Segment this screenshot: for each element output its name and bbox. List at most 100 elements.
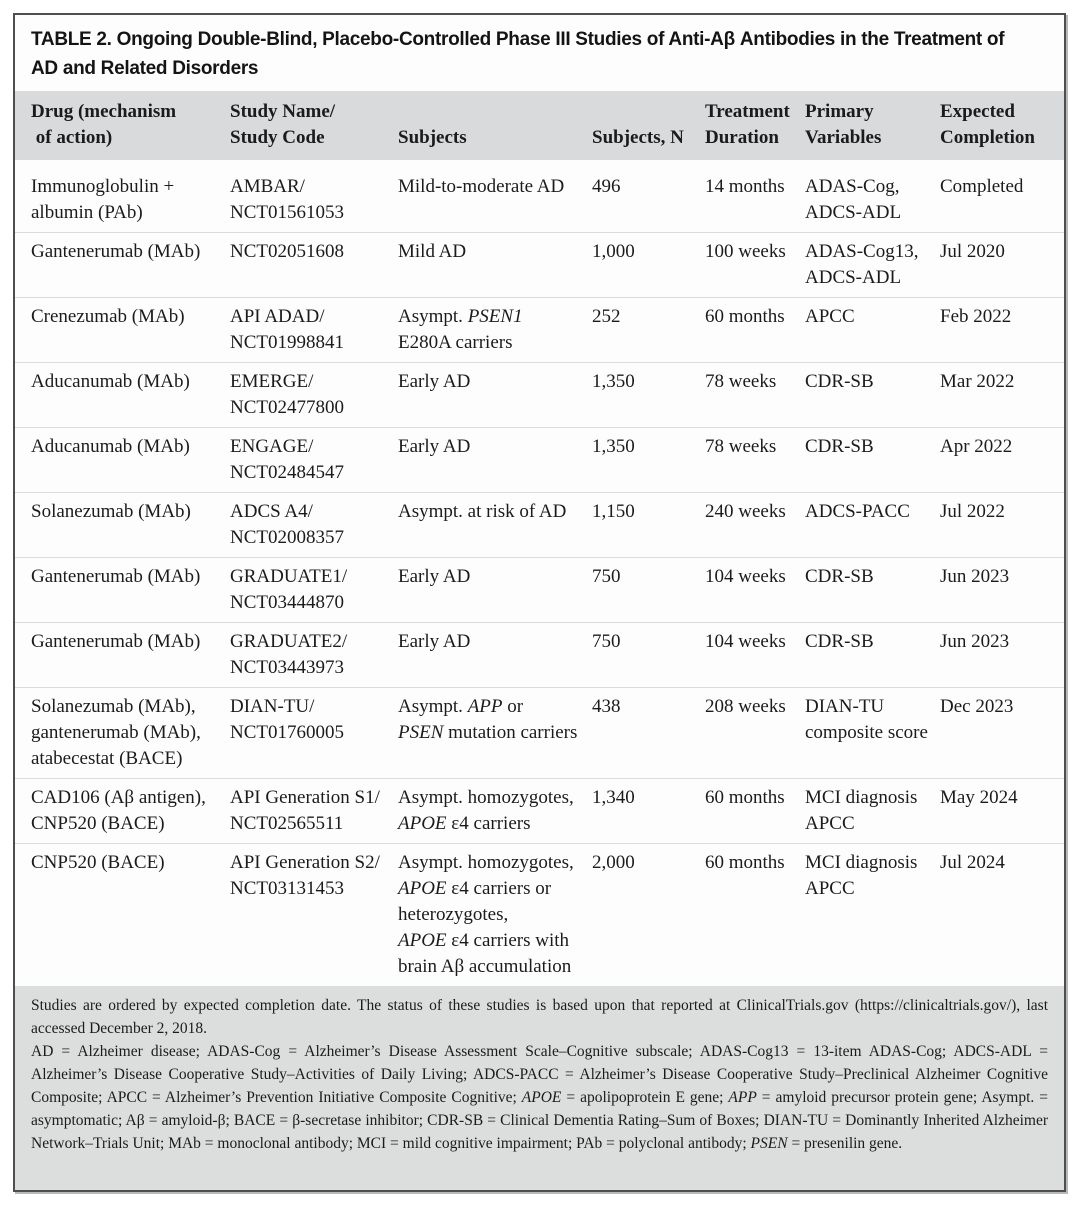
cell-primary: CDR-SB (805, 427, 940, 493)
cell-completion: Jun 2023 (940, 557, 1064, 623)
cell-drug: Aducanumab (MAb) (15, 427, 230, 493)
table-row: Solanezumab (MAb) ADCS A4/ NCT02008357 Asy… (15, 492, 1064, 558)
cell-duration: 60 months (705, 778, 805, 844)
table-row: Crenezumab (MAb) API ADAD/ NCT01998841 Asy… (15, 297, 1064, 363)
cell-drug: Gantenerumab (MAb) (15, 232, 230, 298)
table-title: TABLE 2. Ongoing Double-Blind, Placebo-C… (31, 29, 1005, 79)
cell-drug: CAD106 (Aβ antigen), CNP520 (BACE) (15, 778, 230, 844)
table-footnotes: Studies are ordered by expected completi… (15, 986, 1064, 1190)
cell-study: DIAN-TU/ NCT01760005 (230, 687, 398, 779)
cell-n: 1,350 (592, 362, 705, 428)
cell-subjects: Mild AD (398, 232, 592, 298)
table-row: Aducanumab (MAb) ENGAGE/ NCT02484547 Early… (15, 427, 1064, 493)
cell-n: 438 (592, 687, 705, 779)
cell-duration: 60 months (705, 297, 805, 363)
cell-n: 496 (592, 176, 621, 197)
column-header-study-name-code: Study Name/ Study Code (230, 91, 398, 160)
table-row: Gantenerumab (MAb) GRADUATE2/ NCT03443973… (15, 622, 1064, 688)
cell-completion: Dec 2023 (940, 687, 1064, 779)
cell-study: API ADAD/ NCT01998841 (230, 297, 398, 363)
cell-subjects: Asympt. homozygotes, APOE ε4 carriers or… (398, 843, 592, 986)
table-header-row: Drug (mechanism of action) Study Name/ S… (15, 91, 1064, 160)
table-row: Gantenerumab (MAb) NCT02051608 Mild AD 1,00… (15, 232, 1064, 298)
cell-completion: Jun 2023 (940, 622, 1064, 688)
cell-subjects: Asympt. homozygotes, APOE ε4 carriers (398, 778, 592, 844)
table-row: CAD106 (Aβ antigen), CNP520 (BACE) API Ge… (15, 778, 1064, 844)
table-row: Immunoglobulin + albumin (PAb) AMBAR/ NCT… (15, 160, 1064, 233)
cell-duration: 78 weeks (705, 362, 805, 428)
column-header-drug: Drug (mechanism of action) (15, 91, 230, 160)
cell-study: AMBAR/ NCT01561053 (230, 176, 344, 223)
table2-container: TABLE 2. Ongoing Double-Blind, Placebo-C… (13, 13, 1066, 1192)
cell-completion: Jul 2022 (940, 492, 1064, 558)
cell-subjects: Asympt. PSEN1 E280A carriers (398, 297, 592, 363)
table-body: Immunoglobulin + albumin (PAb) AMBAR/ NCT… (15, 160, 1064, 986)
cell-n: 1,340 (592, 778, 705, 844)
table-row: Aducanumab (MAb) EMERGE/ NCT02477800 Early… (15, 362, 1064, 428)
cell-drug: CNP520 (BACE) (15, 843, 230, 986)
cell-study: API Generation S1/ NCT02565511 (230, 778, 398, 844)
cell-primary: CDR-SB (805, 362, 940, 428)
cell-duration: 104 weeks (705, 557, 805, 623)
cell-drug: Crenezumab (MAb) (15, 297, 230, 363)
cell-subjects: Early AD (398, 622, 592, 688)
footnote-1: Studies are ordered by expected completi… (31, 997, 1048, 1037)
cell-drug: Immunoglobulin + albumin (PAb) (31, 176, 175, 223)
cell-n: 2,000 (592, 843, 705, 986)
cell-completion: Apr 2022 (940, 427, 1064, 493)
cell-primary: ADCS-PACC (805, 492, 940, 558)
cell-study: GRADUATE2/ NCT03443973 (230, 622, 398, 688)
cell-duration: 60 months (705, 843, 805, 986)
cell-duration: 78 weeks (705, 427, 805, 493)
studies-table: Drug (mechanism of action) Study Name/ S… (15, 91, 1064, 986)
cell-subjects: Early AD (398, 557, 592, 623)
cell-study: EMERGE/ NCT02477800 (230, 362, 398, 428)
table-row: CNP520 (BACE) API Generation S2/ NCT03131… (15, 843, 1064, 986)
cell-completion: Mar 2022 (940, 362, 1064, 428)
cell-duration: 208 weeks (705, 687, 805, 779)
cell-primary: MCI diagnosis APCC (805, 778, 940, 844)
table-row: Solanezumab (MAb), gantenerumab (MAb), a… (15, 687, 1064, 779)
cell-primary: APCC (805, 297, 940, 363)
column-header-subjects: Subjects (398, 91, 592, 160)
cell-primary: DIAN-TU composite score (805, 687, 940, 779)
cell-subjects: Mild-to-moderate AD (398, 176, 565, 197)
cell-duration: 104 weeks (705, 622, 805, 688)
cell-completion: Feb 2022 (940, 297, 1064, 363)
cell-completion: May 2024 (940, 778, 1064, 844)
cell-duration: 240 weeks (705, 492, 805, 558)
cell-subjects: Asympt. APP or PSEN mutation carriers (398, 687, 592, 779)
column-header-expected-completion: Expected Completion (940, 91, 1064, 160)
cell-study: GRADUATE1/ NCT03444870 (230, 557, 398, 623)
cell-n: 252 (592, 297, 705, 363)
cell-subjects: Early AD (398, 362, 592, 428)
cell-primary: CDR-SB (805, 622, 940, 688)
column-header-primary-variables: Primary Variables (805, 91, 940, 160)
cell-completion: Jul 2020 (940, 232, 1064, 298)
column-header-subjects-n: Subjects, N (592, 91, 705, 160)
cell-study: NCT02051608 (230, 232, 398, 298)
cell-primary: ADAS-Cog13, ADCS-ADL (805, 232, 940, 298)
cell-completion: Jul 2024 (940, 843, 1064, 986)
cell-completion: Completed (940, 176, 1024, 197)
cell-drug: Gantenerumab (MAb) (15, 622, 230, 688)
cell-drug: Gantenerumab (MAb) (15, 557, 230, 623)
cell-n: 750 (592, 557, 705, 623)
cell-drug: Solanezumab (MAb), gantenerumab (MAb), a… (15, 687, 230, 779)
cell-drug: Aducanumab (MAb) (15, 362, 230, 428)
cell-n: 1,350 (592, 427, 705, 493)
cell-n: 1,000 (592, 232, 705, 298)
cell-duration: 14 months (705, 176, 785, 197)
cell-drug: Solanezumab (MAb) (15, 492, 230, 558)
table-row: Gantenerumab (MAb) GRADUATE1/ NCT03444870… (15, 557, 1064, 623)
cell-subjects: Asympt. at risk of AD (398, 492, 592, 558)
cell-study: ADCS A4/ NCT02008357 (230, 492, 398, 558)
footnote-2: AD = Alzheimer disease; ADAS-Cog = Alzhe… (31, 1043, 1048, 1152)
cell-primary: ADAS-Cog, ADCS-ADL (805, 176, 902, 223)
cell-n: 750 (592, 622, 705, 688)
cell-primary: CDR-SB (805, 557, 940, 623)
column-header-treatment-duration: Treatment Duration (705, 91, 805, 160)
cell-primary: MCI diagnosis APCC (805, 843, 940, 986)
cell-n: 1,150 (592, 492, 705, 558)
cell-study: ENGAGE/ NCT02484547 (230, 427, 398, 493)
